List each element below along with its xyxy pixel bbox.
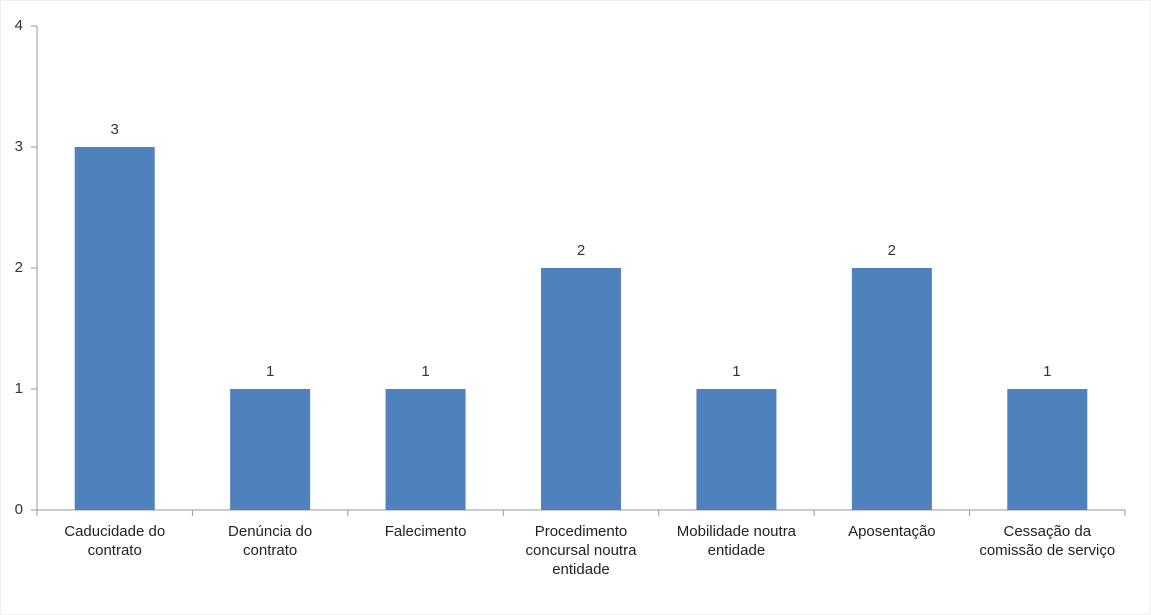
x-tick-label: Falecimento <box>384 523 467 540</box>
y-tick-label: 1 <box>15 380 23 397</box>
x-tick-label: Denúncia do contrato <box>228 523 313 559</box>
data-label: 3 <box>111 121 119 138</box>
bar <box>851 268 932 510</box>
x-tick-label: Caducidade do contrato <box>64 523 166 559</box>
y-tick-label: 0 <box>15 501 23 518</box>
data-label: 2 <box>577 242 585 259</box>
data-label: 2 <box>888 242 896 259</box>
bar <box>541 268 621 510</box>
x-tick-label: Aposentação <box>848 523 936 540</box>
y-tick-label: 3 <box>15 138 23 155</box>
data-label: 1 <box>421 363 429 380</box>
bar <box>1007 389 1088 510</box>
data-label: 1 <box>1043 363 1051 380</box>
bar <box>230 389 311 510</box>
y-tick-label: 4 <box>15 17 23 34</box>
bar <box>74 147 155 510</box>
data-label: 1 <box>732 363 740 380</box>
y-tick-label: 2 <box>15 259 23 276</box>
bar <box>385 389 466 510</box>
bar <box>696 389 777 510</box>
x-tick-label: Procedimento concursal noutra entidade <box>525 523 637 578</box>
x-tick-label: Cessação da comissão de serviço <box>979 523 1116 559</box>
data-label: 1 <box>266 363 274 380</box>
x-tick-label: Mobilidade noutra entidade <box>676 523 797 559</box>
